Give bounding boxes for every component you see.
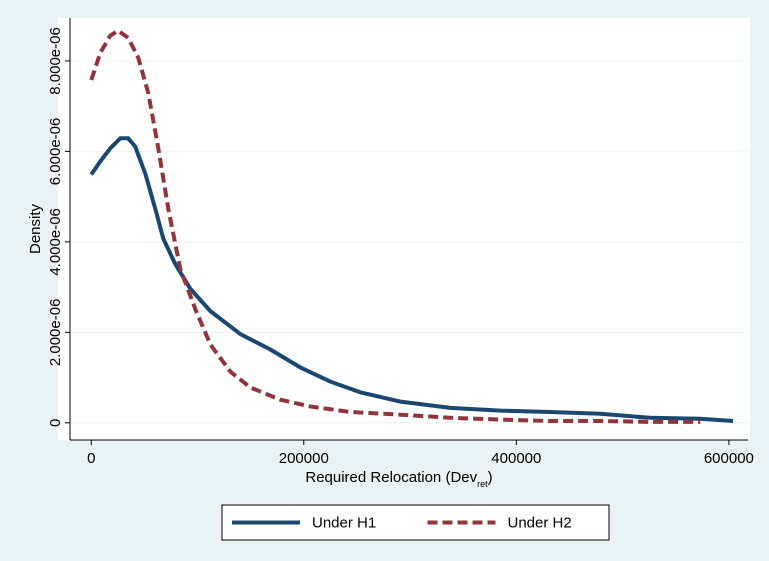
y-tick-label: 6.000e-06	[47, 118, 64, 186]
x-axis-title-part: ret	[477, 479, 488, 489]
x-axis-title-part: Required Relocation (Dev	[305, 469, 477, 486]
legend-label: Under H2	[508, 515, 572, 532]
x-tick-label: 200000	[279, 450, 329, 467]
x-axis-title: Required Relocation (Devret)	[305, 469, 492, 489]
y-tick-label: 4.000e-06	[47, 208, 64, 276]
y-tick-label: 0	[47, 419, 64, 427]
x-tick-label: 400000	[491, 450, 541, 467]
y-tick-label: 2.000e-06	[47, 299, 64, 367]
x-tick-label: 600000	[704, 450, 754, 467]
series-line	[89, 136, 734, 423]
y-tick-label: 8.000e-06	[47, 27, 64, 95]
plot-area	[58, 18, 750, 440]
x-axis-title-part: )	[488, 469, 493, 486]
legend-label: Under H1	[312, 515, 376, 532]
y-axis-title: Density	[27, 203, 44, 254]
x-tick-label: 0	[87, 450, 95, 467]
series-line	[89, 28, 701, 424]
